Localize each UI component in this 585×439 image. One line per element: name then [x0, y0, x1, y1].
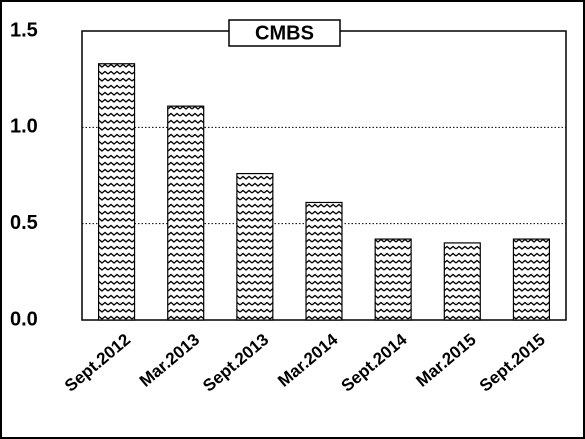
bar: [443, 242, 481, 321]
y-tick-label: 1.0: [10, 116, 38, 138]
chart-title: CMBS: [255, 22, 314, 44]
y-tick-label: 0.5: [10, 212, 38, 234]
bar: [167, 105, 205, 321]
bar: [236, 172, 274, 321]
y-tick-label: 1.5: [10, 19, 38, 41]
title-box: [228, 19, 341, 47]
bar: [305, 201, 343, 321]
bar: [374, 238, 412, 321]
bar: [97, 63, 136, 321]
bar: [512, 238, 551, 321]
bars: [97, 63, 551, 321]
y-tick-label: 0.0: [10, 308, 38, 330]
